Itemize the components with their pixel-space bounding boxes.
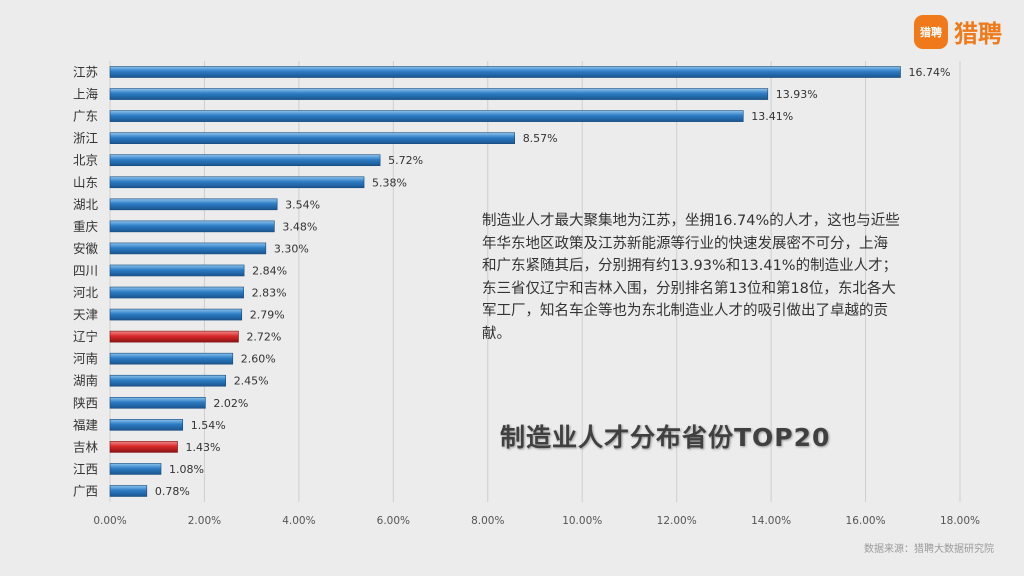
category-label: 江西 xyxy=(73,461,98,476)
category-label: 天津 xyxy=(73,307,98,322)
x-tick-label: 0.00% xyxy=(93,515,126,527)
value-label: 1.54% xyxy=(191,419,226,432)
liepin-logo: 猎聘 猎聘 xyxy=(914,14,1002,49)
category-label: 北京 xyxy=(73,153,98,168)
data-source: 数据来源：猎聘大数据研究院 xyxy=(864,544,994,555)
bar xyxy=(109,88,769,100)
value-label: 8.57% xyxy=(523,132,558,145)
value-label: 2.60% xyxy=(241,353,276,366)
value-label: 2.72% xyxy=(246,331,281,344)
bar xyxy=(109,176,365,189)
value-label: 5.72% xyxy=(388,154,423,167)
value-label: 13.41% xyxy=(751,110,793,123)
bar xyxy=(109,198,278,211)
bar xyxy=(109,485,148,497)
logo-text: 猎聘 xyxy=(954,20,1002,48)
category-label: 重庆 xyxy=(73,219,99,234)
highlighted-bar xyxy=(109,330,239,343)
x-tick-label: 18.00% xyxy=(940,515,980,527)
category-label: 安徽 xyxy=(73,241,99,256)
category-label: 河南 xyxy=(73,351,98,366)
description-text: 制造业人才最大聚集地为江苏，坐拥16.74%的人才，这也与近些年华东地区政策及江… xyxy=(482,210,902,345)
value-label: 2.45% xyxy=(234,375,269,388)
chart-headline: 制造业人才分布省份TOP20 xyxy=(500,423,831,452)
bar xyxy=(109,154,381,167)
x-tick-label: 6.00% xyxy=(377,515,410,527)
x-tick-label: 16.00% xyxy=(846,515,886,527)
x-tick-label: 10.00% xyxy=(562,515,602,527)
category-label: 吉林 xyxy=(73,439,99,454)
category-label: 湖北 xyxy=(73,197,99,212)
value-label: 16.74% xyxy=(909,66,951,79)
category-label: 江苏 xyxy=(73,65,98,80)
description-paragraph-1: 制造业人才最大聚集地为江苏，坐拥16.74%的人才，这也与近些年华东地区政策及江… xyxy=(482,213,900,274)
bar xyxy=(109,286,244,299)
category-label: 上海 xyxy=(73,87,99,102)
value-label: 3.48% xyxy=(282,220,317,233)
category-label: 广东 xyxy=(73,109,98,124)
value-label: 2.83% xyxy=(252,287,287,300)
category-label: 山东 xyxy=(73,175,98,190)
highlighted-bar xyxy=(109,441,178,453)
bar xyxy=(109,463,162,475)
value-label: 2.84% xyxy=(252,264,287,277)
bar xyxy=(109,374,226,387)
bar xyxy=(109,352,234,365)
x-tick-label: 2.00% xyxy=(188,515,221,527)
value-label: 1.43% xyxy=(186,441,221,454)
value-label: 3.30% xyxy=(274,242,309,255)
bar xyxy=(109,132,515,144)
value-label: 2.79% xyxy=(250,309,285,322)
bar xyxy=(109,396,206,409)
category-label: 湖南 xyxy=(73,373,98,388)
bar xyxy=(109,66,901,78)
category-label: 辽宁 xyxy=(73,329,98,344)
bar xyxy=(109,264,245,277)
bar xyxy=(109,110,744,122)
category-label: 浙江 xyxy=(73,131,98,146)
x-tick-label: 4.00% xyxy=(282,515,315,527)
category-label: 四川 xyxy=(73,263,98,278)
value-label: 1.08% xyxy=(169,463,204,476)
bar xyxy=(109,308,243,321)
value-label: 0.78% xyxy=(155,485,190,498)
description-paragraph-2: 东三省仅辽宁和吉林入围，分别排名第13位和第18位，东北各大军工厂，知名车企等也… xyxy=(482,280,896,342)
logo-badge-icon: 猎聘 xyxy=(914,14,948,49)
category-label: 陕西 xyxy=(73,395,98,410)
bar xyxy=(109,419,184,431)
value-label: 2.02% xyxy=(213,397,248,410)
value-label: 13.93% xyxy=(776,88,818,101)
category-label: 广西 xyxy=(73,483,98,498)
category-label: 河北 xyxy=(73,285,99,300)
value-label: 5.38% xyxy=(372,176,407,189)
bar xyxy=(109,220,275,233)
x-tick-label: 14.00% xyxy=(751,515,791,527)
bar xyxy=(109,242,267,255)
x-tick-label: 8.00% xyxy=(471,515,504,527)
category-label: 福建 xyxy=(73,417,99,432)
x-tick-label: 12.00% xyxy=(657,515,697,527)
value-label: 3.54% xyxy=(285,198,320,211)
